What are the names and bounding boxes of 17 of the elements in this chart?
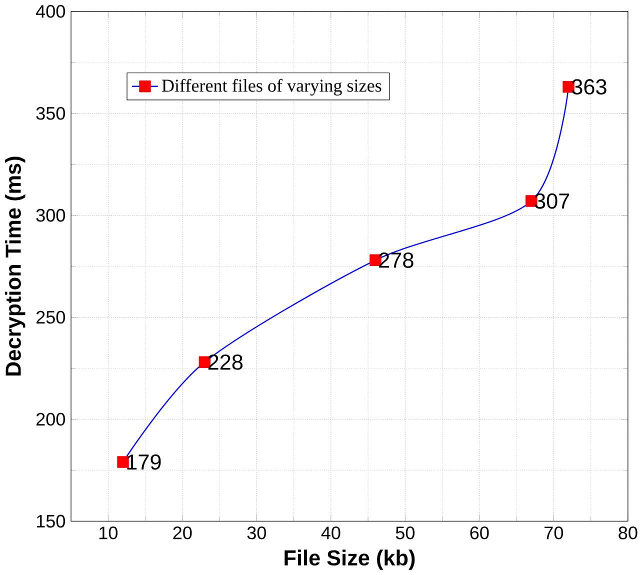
y-tick-label: 300: [36, 208, 66, 222]
y-tick-label: 200: [36, 412, 66, 426]
y-tick-label: 250: [36, 310, 66, 324]
x-tick-label: 50: [396, 526, 415, 540]
y-tick-label: 150: [36, 514, 66, 528]
y-tick-label: 350: [36, 107, 66, 120]
y-axis-title: Decryption Time (ms): [5, 156, 26, 376]
x-tick-label: 10: [99, 526, 118, 540]
x-tick-label: 20: [173, 526, 192, 540]
x-tick-label: 40: [321, 526, 340, 540]
y-tick-label: 400: [36, 5, 66, 18]
legend-label: Different files of varying sizes: [162, 78, 382, 96]
x-tick-label: 70: [544, 526, 564, 540]
x-tick-label: 80: [618, 526, 638, 540]
x-tick-label: 60: [470, 526, 489, 540]
x-tick-label: 30: [247, 526, 266, 540]
x-axis-title: File Size (kb): [284, 550, 415, 570]
